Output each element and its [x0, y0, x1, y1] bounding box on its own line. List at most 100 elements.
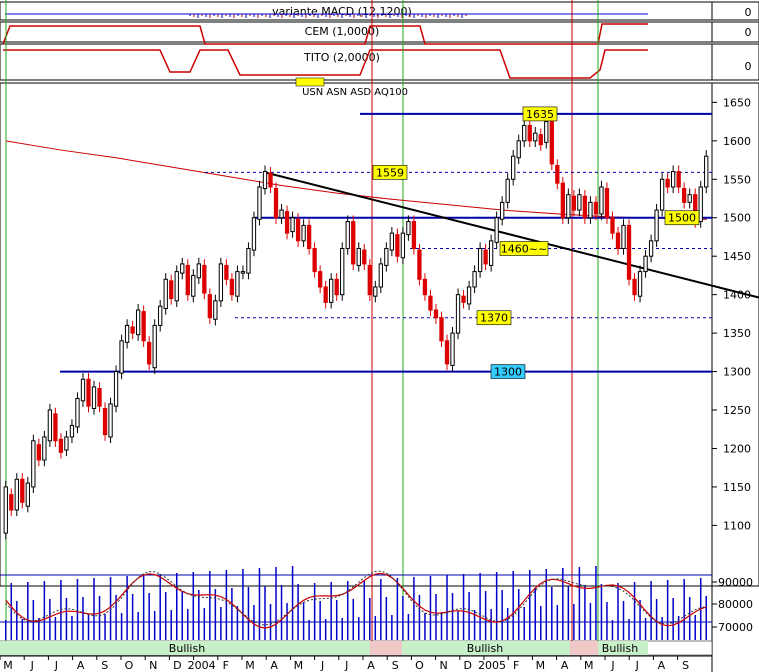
candle-body	[108, 403, 113, 438]
x-tick-label: O	[125, 659, 134, 672]
bullish-label: Bullish	[467, 642, 503, 655]
x-tick-label: S	[101, 659, 108, 672]
x-tick-label: J	[30, 659, 34, 672]
symbol-label: USN ASN ASD AQ100	[302, 87, 408, 98]
x-tick-label: D	[464, 659, 472, 672]
candle-body	[174, 271, 179, 302]
candle-body	[3, 486, 8, 534]
candle-body	[698, 186, 703, 223]
level-label-box-1300	[490, 364, 526, 379]
candle-body	[704, 155, 709, 188]
candle-body	[196, 263, 201, 279]
candle-body	[273, 188, 279, 219]
candle-body	[317, 271, 323, 288]
candle-body	[14, 478, 19, 511]
main-panel	[0, 82, 759, 587]
candle-body	[466, 286, 472, 305]
candle-body	[687, 194, 692, 203]
candle-body	[362, 249, 367, 265]
x-tick-label: A	[561, 659, 569, 672]
x-tick-label: J	[54, 659, 58, 672]
x-tick-label: M	[294, 659, 304, 672]
candle-body	[25, 482, 30, 507]
candle-body	[472, 271, 477, 288]
candle-body	[599, 186, 604, 215]
candle-body	[373, 286, 378, 297]
candle-body	[53, 413, 58, 442]
candle-body	[86, 378, 91, 407]
candle-body	[659, 178, 665, 211]
candle-body	[593, 201, 599, 215]
x-tick-label: D	[173, 659, 181, 672]
x-tick-label: M	[3, 659, 13, 672]
candle-body	[433, 309, 439, 319]
oscillator-line	[5, 572, 707, 629]
candle-body	[676, 171, 681, 188]
x-tick-label: J	[320, 659, 324, 672]
candle-body	[566, 194, 571, 219]
candle-body	[91, 386, 97, 409]
candle-body	[378, 263, 383, 288]
y-tick-label: 1500	[723, 212, 751, 225]
candle-body	[191, 274, 196, 297]
candle-body	[279, 209, 284, 219]
candle-body	[141, 311, 146, 342]
candle-body	[488, 240, 494, 266]
candle-body	[494, 217, 499, 243]
candle-body	[654, 209, 659, 242]
level-label-box-1635	[522, 106, 558, 122]
candle-body	[395, 234, 400, 257]
y-tick-label: 1300	[723, 366, 751, 379]
candle-body	[246, 248, 251, 274]
tito-marker	[295, 77, 325, 87]
candle-body	[295, 218, 301, 242]
candle-body	[58, 438, 64, 453]
candle-body	[312, 248, 317, 273]
candle-body	[461, 295, 466, 303]
candle-body	[257, 186, 262, 220]
candle-body	[224, 264, 229, 280]
trendline	[264, 171, 759, 299]
candle-body	[163, 278, 168, 310]
candle-body	[185, 264, 190, 296]
candle-body	[511, 155, 516, 180]
x-tick-label: A	[658, 659, 666, 672]
candle-body	[571, 195, 577, 211]
candle-body	[169, 280, 174, 300]
y-tick-label: 1450	[723, 250, 751, 263]
panel-cem	[0, 21, 759, 43]
candle-body	[422, 278, 428, 296]
level-label-1559: 1559	[376, 166, 404, 179]
panel-macd-title: variante MACD (12,1200)	[272, 5, 412, 18]
candle-body	[477, 248, 483, 273]
level-label-1635: 1635	[526, 108, 554, 121]
candle-body	[483, 249, 488, 265]
x-tick-label: 2005	[478, 659, 506, 672]
candle-body	[555, 164, 560, 184]
level-label-box-1370	[476, 310, 512, 326]
candle-body	[384, 248, 389, 266]
candle-body	[102, 407, 108, 436]
candle-body	[69, 424, 75, 438]
candle-body	[262, 171, 268, 190]
candle-body	[582, 195, 588, 219]
candle-body	[152, 324, 157, 369]
candle-body	[648, 240, 654, 257]
candle-body	[323, 286, 328, 303]
candle-body	[235, 271, 240, 297]
osc-y-tick-label: 80000	[718, 598, 753, 611]
candle-body	[251, 217, 257, 251]
candle-body	[527, 124, 532, 142]
candle-body	[533, 132, 538, 142]
candle-body	[290, 217, 295, 233]
candle-body	[124, 324, 130, 343]
candle-body	[549, 121, 554, 165]
candle-body	[113, 371, 119, 407]
candle-body	[417, 249, 422, 280]
level-label-box-1559	[372, 165, 408, 180]
candle-body	[621, 224, 626, 250]
x-tick-label: F	[513, 659, 519, 672]
candle-body	[229, 278, 235, 296]
candle-body	[610, 217, 615, 234]
candle-body	[637, 271, 643, 297]
